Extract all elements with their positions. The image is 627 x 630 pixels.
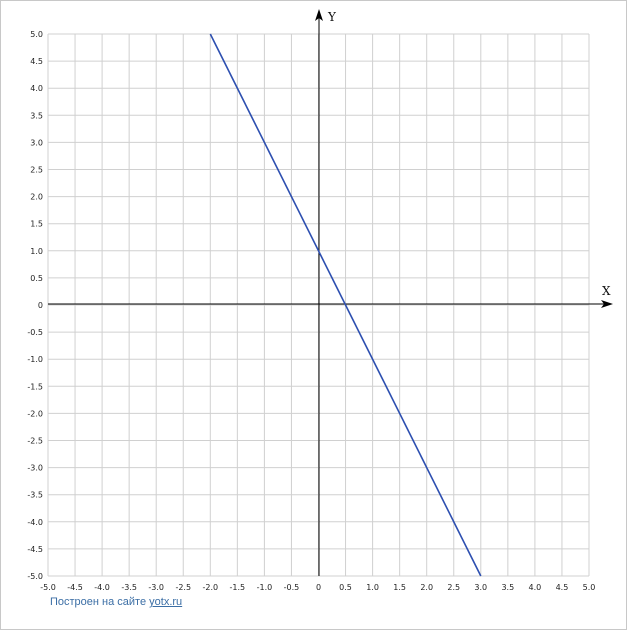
x-axis-label: X bbox=[602, 284, 611, 298]
x-tick-label: -1.0 bbox=[257, 583, 273, 592]
x-tick-label: -3.5 bbox=[121, 583, 137, 592]
y-tick-labels: 5.0 4.5 4.0 3.5 3.0 2.5 2.0 1.5 1.0 0.5 0 -0.5 -1.0 -… bbox=[27, 30, 43, 581]
x-tick-label: 3.5 bbox=[501, 583, 514, 592]
y-tick-label: 1.5 bbox=[30, 220, 43, 229]
y-tick-label: 3.5 bbox=[30, 111, 43, 120]
x-tick-label: 2.0 bbox=[420, 583, 433, 592]
series bbox=[209, 33, 482, 577]
y-tick-label: -4.5 bbox=[27, 545, 43, 554]
y-tick-label: 5.0 bbox=[30, 30, 43, 39]
x-tick-label: -4.5 bbox=[67, 583, 83, 592]
y-axis-arrow-icon bbox=[315, 9, 323, 21]
x-axis-arrow-icon bbox=[601, 300, 613, 308]
y-axis-label: Y bbox=[327, 10, 337, 24]
x-tick-label: 3.0 bbox=[474, 583, 487, 592]
y-tick-label: -1.0 bbox=[27, 355, 43, 364]
y-tick-label: 1.0 bbox=[30, 247, 43, 256]
y-tick-label: -2.5 bbox=[27, 437, 43, 446]
x-tick-label: 1.0 bbox=[366, 583, 379, 592]
y-tick-label: 3.0 bbox=[30, 138, 43, 147]
x-tick-label: 0 bbox=[316, 583, 321, 592]
y-tick-label: 0.5 bbox=[30, 274, 43, 283]
y-tick-label: -2.0 bbox=[27, 409, 43, 418]
y-tick-label: -3.0 bbox=[27, 464, 43, 473]
series-line bbox=[209, 33, 482, 577]
x-tick-label: -3.0 bbox=[148, 583, 164, 592]
x-tick-label: -0.5 bbox=[284, 583, 300, 592]
y-tick-label: -5.0 bbox=[27, 572, 43, 581]
x-tick-label: 0.5 bbox=[339, 583, 352, 592]
credit-text: Построен на сайте bbox=[50, 596, 150, 608]
x-tick-label: 1.5 bbox=[393, 583, 406, 592]
x-tick-label: -5.0 bbox=[40, 583, 56, 592]
credit-link[interactable]: yotx.ru bbox=[149, 596, 183, 608]
y-tick-label: 4.0 bbox=[30, 84, 43, 93]
y-tick-label: -4.0 bbox=[27, 518, 43, 527]
x-tick-label: -2.5 bbox=[175, 583, 191, 592]
y-tick-label: 4.5 bbox=[30, 57, 43, 66]
y-tick-label: -0.5 bbox=[27, 328, 43, 337]
x-tick-label: 5.0 bbox=[583, 583, 596, 592]
x-tick-label: -2.0 bbox=[202, 583, 218, 592]
x-tick-labels: -5.0 -4.5 -4.0 -3.5 -3.0 -2.5 -2.0 -1.5 -1.0 -0.5… bbox=[40, 583, 595, 592]
x-tick-label: -4.0 bbox=[94, 583, 110, 592]
x-tick-label: 2.5 bbox=[447, 583, 460, 592]
credit: Построен на сайте yotx.ru bbox=[50, 596, 182, 608]
y-tick-label: -1.5 bbox=[27, 382, 43, 391]
x-tick-label: 4.0 bbox=[529, 583, 542, 592]
y-tick-label: -3.5 bbox=[27, 491, 43, 500]
x-tick-label: 4.5 bbox=[556, 583, 569, 592]
y-tick-label: 0 bbox=[38, 301, 43, 310]
y-tick-label: 2.5 bbox=[30, 166, 43, 175]
axes: X Y bbox=[48, 9, 613, 576]
y-tick-label: 2.0 bbox=[30, 193, 43, 202]
x-tick-label: -1.5 bbox=[230, 583, 246, 592]
